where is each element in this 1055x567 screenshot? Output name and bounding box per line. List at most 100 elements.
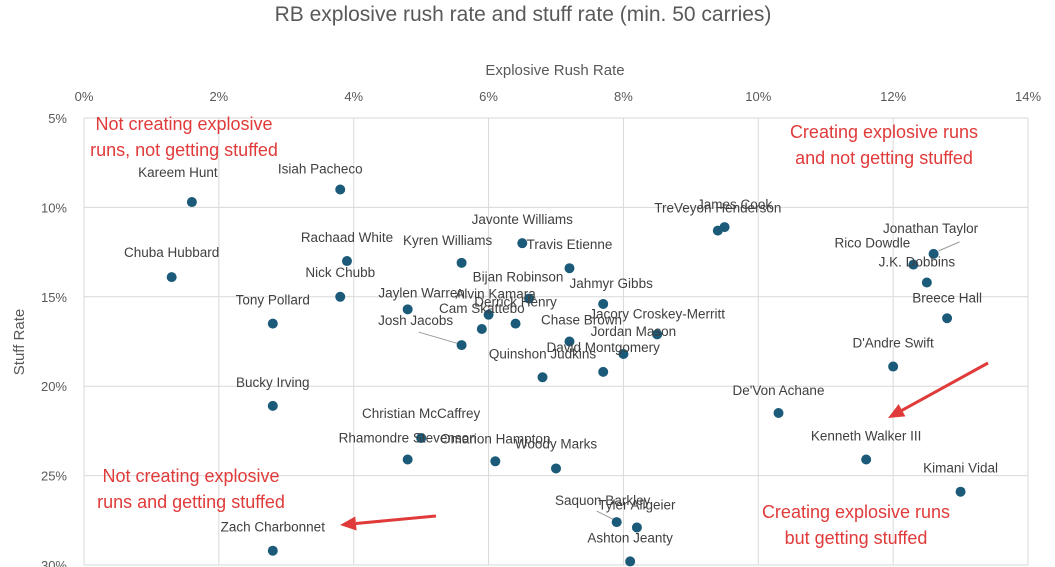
point-label-chuba-hubbard: Chuba Hubbard [124, 245, 219, 260]
point-label-kareem-hunt: Kareem Hunt [138, 165, 218, 180]
point-alvin-kamara [483, 309, 494, 320]
point-jacory-croskey-merritt [652, 329, 663, 340]
annotation-arrows [340, 361, 989, 531]
quadrant-annotation-top-left: Not creating explosive runs, not getting … [90, 114, 278, 160]
leader-lines [418, 241, 960, 521]
arrow-to-zach-charbonnet [340, 514, 437, 531]
point-label-breece-hall: Breece Hall [912, 290, 982, 305]
point-kareem-hunt [186, 197, 197, 208]
point-label-d-andre-swift: D'Andre Swift [852, 336, 934, 351]
y-axis-title: Stuff Rate [11, 309, 28, 375]
point-label-quinshon-judkins: Quinshon Judkins [489, 346, 597, 361]
data-points [166, 184, 966, 567]
point-label-alvin-kamara: Alvin Kamara [455, 287, 536, 302]
point-label-tony-pollard: Tony Pollard [236, 293, 310, 308]
point-nick-chubb [335, 291, 346, 302]
x-tick-label: 0% [75, 89, 94, 104]
point-jahmyr-gibbs [598, 298, 609, 309]
x-tick-label: 12% [880, 89, 906, 104]
quadrant-annotations: Not creating explosive runs, not getting … [90, 114, 978, 548]
point-label-j-k-dobbins: J.K. Dobbins [879, 254, 956, 269]
point-david-montgomery [598, 366, 609, 377]
point-label-nick-chubb: Nick Chubb [305, 265, 375, 280]
point-label-isiah-pacheco: Isiah Pacheco [278, 162, 363, 177]
point-tony-pollard [267, 318, 278, 329]
y-tick-label: 30% [41, 558, 67, 567]
point-label-rico-dowdle: Rico Dowdle [834, 236, 910, 251]
point-bijan-robinson [524, 293, 535, 304]
point-label-travis-etienne: Travis Etienne [527, 237, 613, 252]
point-d-andre-swift [888, 361, 899, 372]
point-labels: Kareem Hunt Isiah Pacheco Chuba Hubbard Rac… [124, 162, 998, 546]
point-label-tyler-allgeier: Tyler Allgeier [598, 497, 676, 512]
point-label-james-cook: James Cook [697, 197, 772, 212]
y-tick-label: 10% [41, 200, 67, 215]
point-label-kimani-vidal: Kimani Vidal [923, 461, 998, 476]
y-tick-label: 25% [41, 469, 67, 484]
point-label-woody-marks: Woody Marks [515, 436, 598, 451]
point-jaylen-warren [402, 304, 413, 315]
point-isiah-pacheco [335, 184, 346, 195]
leader-line [418, 331, 460, 345]
point-label-jonathan-taylor: Jonathan Taylor [883, 221, 979, 236]
point-jonathan-taylor [928, 248, 939, 259]
point-j-k-dobbins [921, 277, 932, 288]
point-treveyon-henderson [712, 225, 723, 236]
point-label-jordan-mason: Jordan Mason [591, 324, 677, 339]
point-label-jahmyr-gibbs: Jahmyr Gibbs [570, 276, 654, 291]
point-woody-marks [551, 463, 561, 474]
point-kimani-vidal [955, 486, 966, 497]
point-tyler-allgeier [631, 522, 642, 533]
quadrant-annotation-bottom-left: Not creating explosive runs and getting s… [97, 466, 285, 512]
point-omarion-hampton [490, 456, 501, 467]
point-label-josh-jacobs: Josh Jacobs [378, 313, 453, 328]
point-label-de-von-achane: De'Von Achane [733, 383, 825, 398]
x-tick-label: 4% [344, 89, 363, 104]
point-cam-skattebo [476, 323, 487, 334]
point-chase-brown [564, 336, 575, 347]
point-kyren-williams [456, 257, 467, 268]
point-label-saquon-barkley: Saquon Barkley [555, 493, 651, 508]
point-derrick-henry [510, 318, 521, 329]
point-josh-jacobs [456, 340, 467, 351]
point-label-christian-mccaffrey: Christian McCaffrey [362, 406, 481, 421]
point-breece-hall [942, 313, 953, 324]
point-label-chase-brown: Chase Brown [541, 313, 622, 328]
point-jordan-mason [618, 349, 629, 360]
point-christian-mccaffrey [416, 433, 427, 444]
point-label-david-montgomery: David Montgomery [547, 340, 661, 355]
point-label-bijan-robinson: Bijan Robinson [473, 270, 564, 285]
quadrant-annotation-bottom-right: Creating explosive runs but getting stuff… [762, 502, 950, 548]
point-label-omarion-hampton: Omarion Hampton [440, 431, 550, 446]
point-label-rhamondre-stevenson: Rhamondre Stevenson [339, 431, 477, 446]
point-javonte-williams [517, 238, 528, 249]
y-tick-label: 20% [41, 379, 67, 394]
x-tick-label: 8% [614, 89, 633, 104]
x-axis-ticks: 0% 2% 4% 6% 8% 10% 12% 14% [75, 89, 1042, 104]
point-label-javonte-williams: Javonte Williams [472, 212, 574, 227]
point-label-kenneth-walker-iii: Kenneth Walker III [811, 429, 922, 444]
point-rachaad-white [341, 256, 352, 267]
point-de-von-achane [773, 408, 784, 419]
point-label-derrick-henry: Derrick Henry [474, 295, 557, 310]
point-rhamondre-stevenson [402, 454, 413, 465]
point-zach-charbonnet [267, 545, 278, 556]
point-bucky-irving [267, 400, 278, 411]
x-tick-label: 2% [209, 89, 228, 104]
x-tick-label: 6% [479, 89, 498, 104]
point-label-bucky-irving: Bucky Irving [236, 375, 310, 390]
y-tick-label: 15% [41, 290, 67, 305]
arrow-to-stuffed-explosive [888, 361, 989, 418]
point-label-jacory-croskey-merritt: Jacory Croskey-Merritt [589, 306, 725, 321]
gridlines [83, 117, 1029, 566]
point-label-cam-skattebo: Cam Skattebo [439, 301, 525, 316]
point-travis-etienne [564, 263, 575, 274]
leader-line [596, 510, 615, 521]
point-saquon-barkley [611, 517, 622, 528]
x-tick-label: 14% [1015, 89, 1041, 104]
point-label-zach-charbonnet: Zach Charbonnet [221, 520, 326, 535]
point-chuba-hubbard [166, 272, 177, 283]
y-axis-ticks: 5% 10% 15% 20% 25% 30% [41, 111, 67, 567]
point-ashton-jeanty [625, 556, 636, 567]
